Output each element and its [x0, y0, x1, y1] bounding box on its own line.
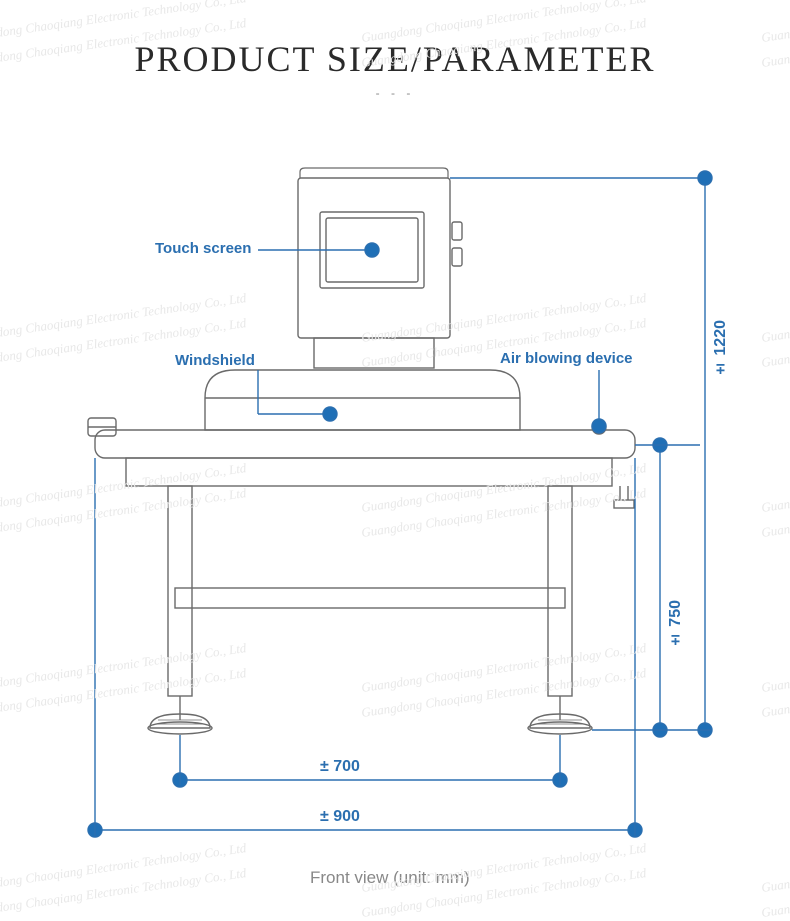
dim-750: ± 750 [667, 600, 685, 648]
label-air-blowing: Air blowing device [500, 350, 633, 367]
caption: Front view (unit: mm) [310, 868, 470, 888]
dim-1220: ± 1220 [712, 320, 730, 377]
dim-700: ± 700 [320, 758, 360, 776]
label-windshield: Windshield [175, 352, 255, 369]
diagram-svg [0, 0, 790, 911]
label-touch-screen: Touch screen [155, 240, 251, 257]
dim-900: ± 900 [320, 808, 360, 826]
